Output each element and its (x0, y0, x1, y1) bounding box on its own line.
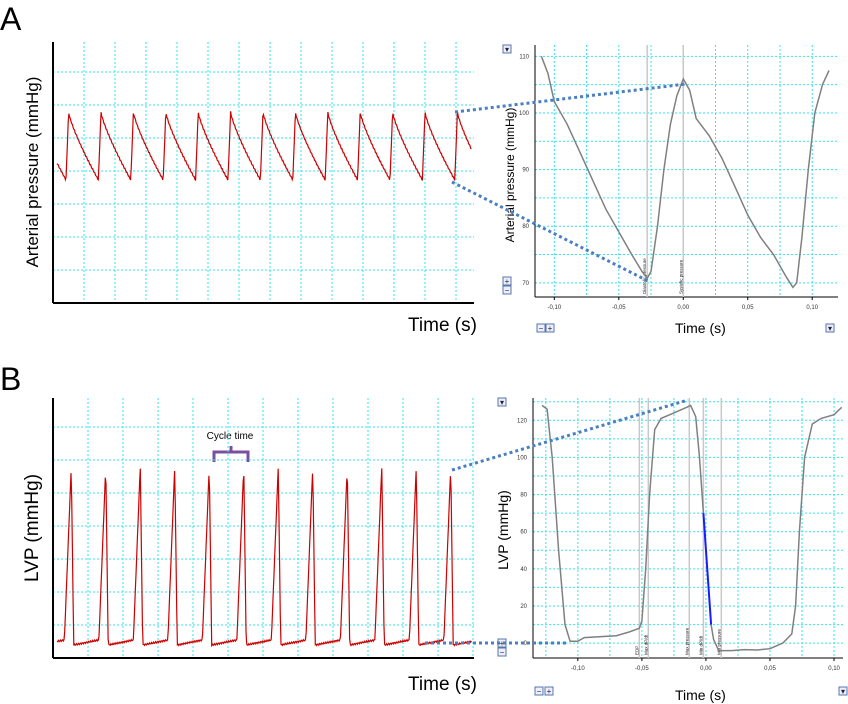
a-xmenu-button[interactable] (825, 323, 835, 333)
b-avg-xlabel: Time (s) (675, 687, 726, 703)
b-xzoom-out-button[interactable] (534, 686, 544, 696)
panel-label-b: B (0, 361, 21, 397)
a-avg-curve (540, 56, 830, 289)
b-xzoom-out-button-icon: − (537, 687, 542, 696)
b-xzoom-in-button-icon: + (547, 687, 552, 696)
b-avg-marker-label: Min pressure (716, 628, 721, 655)
a-avg-ytick-label: 70 (522, 281, 529, 287)
a-menu-button[interactable] (502, 44, 512, 54)
b-zoom-out-button-icon: − (500, 648, 505, 657)
b-avg-marker-label: Min dP/dt (698, 635, 703, 655)
a-avg-xtick-label: 0,00 (677, 305, 689, 311)
zoom-connector-line (454, 82, 687, 114)
cycle-time-bracket (212, 446, 250, 462)
a-avg-xtick-label: -0,10 (547, 305, 561, 311)
a-avg-xtick-label: -0,05 (612, 305, 626, 311)
panel-label-a: A (0, 1, 22, 37)
b-avg-ytick-label: 100 (517, 455, 528, 461)
a-zoom-out-button-icon: − (505, 286, 510, 295)
a-avg-marker-label: Systolic pressure (678, 259, 683, 294)
a-avg-ytick-label: 100 (519, 111, 530, 117)
b-avg-ytick-label: 20 (520, 604, 527, 610)
b-avg-ytick-label: 60 (520, 530, 527, 536)
zoom-connector-line (451, 180, 649, 283)
b-raw-xlabel: Time (s) (408, 674, 477, 695)
charts-layer: -0,10 -0,05 0,00 0,05 0,10708090100110Diasto… (52, 42, 848, 696)
b-avg-ytick-label: 40 (520, 567, 527, 573)
a-zoom-in-button-icon: + (505, 277, 510, 286)
b-avg-xtick-label: -0,10 (571, 666, 585, 672)
a-zoom-out-button[interactable] (502, 285, 512, 295)
a-avg-ytick-label: 80 (522, 224, 529, 230)
b-avg-xtick-label: 0,10 (828, 666, 840, 672)
a-zoom-in-button[interactable] (502, 276, 512, 286)
b-avg-ytick-label: 120 (517, 418, 528, 424)
b-xmenu-button[interactable] (838, 686, 848, 696)
a-avg-ytick-label: 110 (519, 54, 529, 60)
b-xmenu-button-icon: ▾ (841, 687, 845, 696)
b-avg-marker-label: Max dP/dt (643, 634, 648, 655)
b-avg-marker-label: EDP (634, 646, 639, 655)
a-avg-ytick-label: 90 (522, 168, 529, 174)
b-raw-trace (56, 468, 472, 648)
b-avg-xtick-label: 0,00 (700, 666, 712, 672)
zoom-connector-line (451, 398, 689, 472)
a-raw-xlabel: Time (s) (408, 315, 477, 336)
b-avg-xtick-label: 0,05 (764, 666, 776, 672)
a-avg-xtick-label: 0,10 (806, 305, 818, 311)
b-avg-highlight-segment (702, 513, 713, 625)
b-avg-curve (541, 404, 705, 643)
a-avg-xtick-label: 0,05 (742, 305, 754, 311)
a-xmenu-button-icon: ▾ (828, 324, 832, 333)
a-xzoom-out-button[interactable] (536, 323, 546, 333)
b-avg-marker-label: Max pressure (684, 627, 689, 655)
a-raw-trace (56, 111, 472, 183)
a-xzoom-in-button[interactable] (545, 323, 555, 333)
b-zoom-out-button[interactable] (497, 647, 507, 657)
b-avg-ytick-label: 0 (524, 641, 528, 647)
a-avg-ylabel: Arterial pressure (mmHg) (503, 108, 517, 243)
a-avg-xlabel: Time (s) (675, 320, 726, 336)
a-raw-ylabel: Arterial pressure (mmHg) (23, 77, 42, 268)
a-menu-button-icon: ▾ (505, 45, 509, 54)
b-avg-ytick-label: 80 (520, 493, 527, 499)
b-menu-button-icon: ▾ (500, 398, 504, 407)
b-avg-ylabel: LVP (mmHg) (495, 490, 511, 570)
a-xzoom-in-button-icon: + (548, 324, 553, 333)
b-avg-curve-2 (710, 406, 843, 652)
b-zoom-in-button-icon: + (500, 639, 505, 648)
cycle-time-label: Cycle time (207, 431, 254, 442)
b-raw-ylabel: LVP (mmHg) (22, 474, 43, 582)
a-xzoom-out-button-icon: − (539, 324, 544, 333)
b-avg-xtick-label: -0,05 (635, 666, 649, 672)
b-menu-button[interactable] (497, 397, 507, 407)
b-xzoom-in-button[interactable] (544, 686, 554, 696)
